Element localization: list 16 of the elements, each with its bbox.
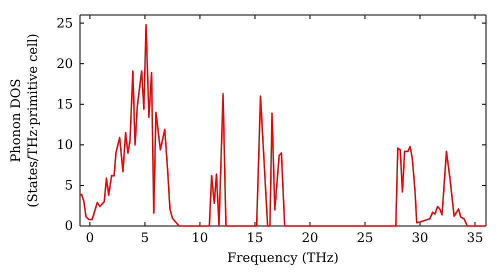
x-tick-label: 15 bbox=[246, 231, 264, 246]
x-tick-label: 20 bbox=[302, 231, 318, 246]
y-tick-label: 15 bbox=[56, 97, 73, 112]
x-tick-label: 0 bbox=[86, 231, 94, 246]
y-tick-label: 10 bbox=[56, 138, 73, 154]
y-tick-label: 20 bbox=[56, 56, 73, 72]
x-tick-label: 30 bbox=[412, 231, 428, 246]
x-axis-title: Frequency (THz) bbox=[227, 251, 339, 266]
x-tick-label: 25 bbox=[356, 231, 374, 246]
y-tick-label: 25 bbox=[56, 16, 73, 32]
y-tick-label: 0 bbox=[64, 219, 73, 234]
x-tick-label: 5 bbox=[140, 231, 150, 246]
y-axis-title: Phonon DOS (States/THz·primitive cell) bbox=[9, 33, 41, 208]
y-tick-label: 5 bbox=[64, 178, 73, 194]
x-tick-label: 35 bbox=[466, 231, 484, 246]
x-tick-label: 10 bbox=[192, 231, 208, 246]
